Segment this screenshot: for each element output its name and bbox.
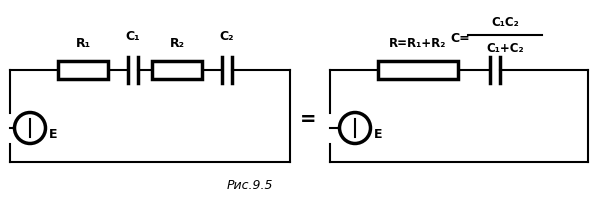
Text: =: = xyxy=(300,110,316,130)
Text: Рис.9.5: Рис.9.5 xyxy=(227,179,273,192)
Text: C₁+C₂: C₁+C₂ xyxy=(486,42,524,54)
Text: C₁C₂: C₁C₂ xyxy=(491,16,519,28)
Text: R=R₁+R₂: R=R₁+R₂ xyxy=(389,37,447,50)
FancyBboxPatch shape xyxy=(378,61,458,79)
Text: C₁: C₁ xyxy=(126,30,140,43)
Text: C₂: C₂ xyxy=(220,30,234,43)
Text: C=: C= xyxy=(450,31,470,45)
FancyBboxPatch shape xyxy=(58,61,108,79)
Text: E: E xyxy=(374,128,382,140)
Text: R₁: R₁ xyxy=(75,37,90,50)
FancyBboxPatch shape xyxy=(152,61,202,79)
Text: R₂: R₂ xyxy=(169,37,185,50)
Text: E: E xyxy=(49,128,57,140)
